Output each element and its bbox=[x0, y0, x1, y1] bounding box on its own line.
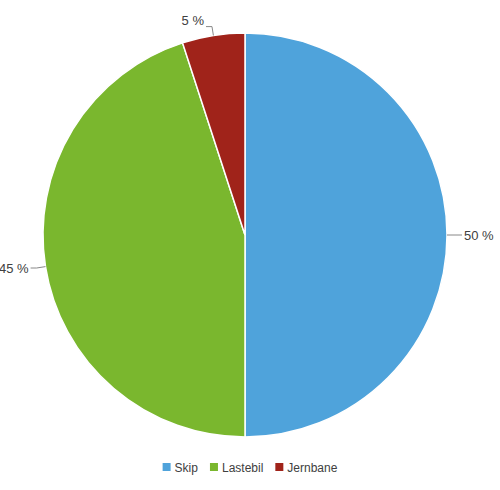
leader-line bbox=[206, 27, 213, 36]
pie-slice bbox=[245, 33, 447, 437]
legend-item: Jernbane bbox=[275, 461, 337, 475]
data-label: 5 % bbox=[182, 13, 205, 28]
legend: Skip Lastebil Jernbane bbox=[163, 461, 338, 475]
legend-item: Skip bbox=[163, 461, 199, 475]
pie bbox=[43, 33, 447, 437]
pie-slice bbox=[183, 33, 245, 235]
legend-swatch bbox=[275, 463, 283, 471]
data-labels: 50 % 45 % 5 % bbox=[0, 13, 494, 275]
data-label: 50 % bbox=[464, 228, 494, 243]
leader-line bbox=[31, 267, 46, 268]
legend-label: Jernbane bbox=[287, 461, 337, 475]
legend-label: Skip bbox=[175, 461, 199, 475]
chart: 50 % 45 % 5 % Skip Lastebil Jernbane bbox=[0, 0, 500, 490]
legend-swatch bbox=[210, 463, 218, 471]
data-label: 45 % bbox=[0, 261, 29, 276]
legend-label: Lastebil bbox=[222, 461, 263, 475]
legend-swatch bbox=[163, 463, 171, 471]
leader-line bbox=[447, 235, 462, 236]
legend-item: Lastebil bbox=[210, 461, 263, 475]
